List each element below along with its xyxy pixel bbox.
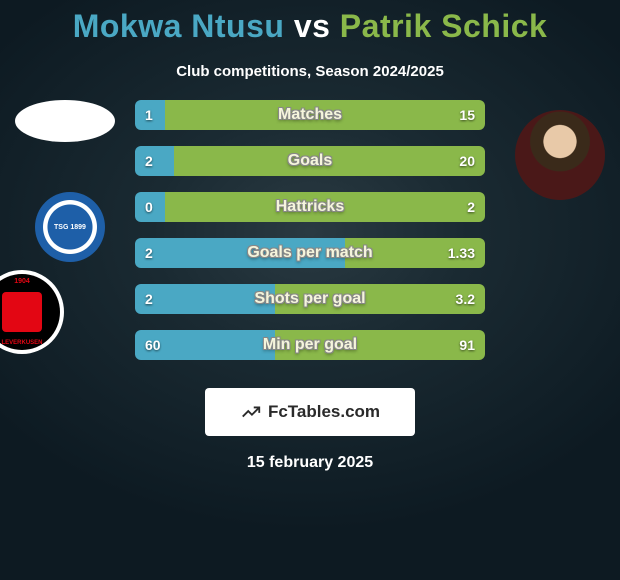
stat-bar-left: 2 (135, 146, 174, 176)
leverkusen-name: LEVERKUSEN (0, 340, 60, 346)
stat-value-right: 1.33 (448, 245, 475, 261)
leverkusen-year: 1904 (0, 278, 60, 285)
chart-icon (240, 401, 262, 423)
stat-row: 02Hattricks (135, 192, 485, 222)
player2-club-logo: 1904 LEVERKUSEN (0, 270, 64, 354)
stat-value-right: 2 (467, 199, 475, 215)
stat-bar-right: 91 (275, 330, 485, 360)
date: 15 february 2025 (0, 454, 620, 472)
stat-bar-left: 0 (135, 192, 165, 222)
player1-club-logo: TSG 1899 (28, 185, 112, 269)
stat-value-right: 91 (459, 337, 475, 353)
stat-value-right: 3.2 (456, 291, 475, 307)
stat-row: 220Goals (135, 146, 485, 176)
stat-value-left: 1 (145, 107, 153, 123)
stat-bar-right: 15 (165, 100, 485, 130)
stat-bar-right: 1.33 (345, 238, 485, 268)
fctables-text: FcTables.com (268, 402, 380, 422)
stat-bar-right: 2 (165, 192, 485, 222)
stat-row: 23.2Shots per goal (135, 284, 485, 314)
hoffenheim-logo-inner: TSG 1899 (35, 192, 105, 262)
leverkusen-logo-inner: 1904 LEVERKUSEN (0, 274, 60, 350)
stats-area: TSG 1899 1904 LEVERKUSEN 115Matches220Go… (0, 100, 620, 370)
stat-value-left: 2 (145, 291, 153, 307)
stat-value-left: 0 (145, 199, 153, 215)
stat-bar-right: 20 (174, 146, 486, 176)
stat-value-right: 20 (459, 153, 475, 169)
stat-value-left: 2 (145, 245, 153, 261)
leverkusen-lion-icon (2, 292, 42, 332)
stat-bar-left: 2 (135, 284, 275, 314)
stat-value-left: 60 (145, 337, 161, 353)
fctables-badge: FcTables.com (205, 388, 415, 436)
stat-rows: 115Matches220Goals02Hattricks21.33Goals … (135, 100, 485, 376)
hoffenheim-text: TSG 1899 (54, 224, 86, 231)
stat-value-left: 2 (145, 153, 153, 169)
stat-row: 6091Min per goal (135, 330, 485, 360)
comparison-title: Mokwa Ntusu vs Patrik Schick (0, 0, 620, 45)
stat-bar-left: 60 (135, 330, 275, 360)
stat-bar-left: 2 (135, 238, 345, 268)
player2-name: Patrik Schick (340, 8, 548, 44)
subtitle: Club competitions, Season 2024/2025 (0, 63, 620, 80)
player1-photo (15, 100, 115, 142)
stat-bar-left: 1 (135, 100, 165, 130)
vs-text: vs (284, 8, 339, 44)
stat-value-right: 15 (459, 107, 475, 123)
player2-photo (515, 110, 605, 200)
stat-row: 21.33Goals per match (135, 238, 485, 268)
player1-name: Mokwa Ntusu (73, 8, 285, 44)
stat-row: 115Matches (135, 100, 485, 130)
stat-bar-right: 3.2 (275, 284, 485, 314)
